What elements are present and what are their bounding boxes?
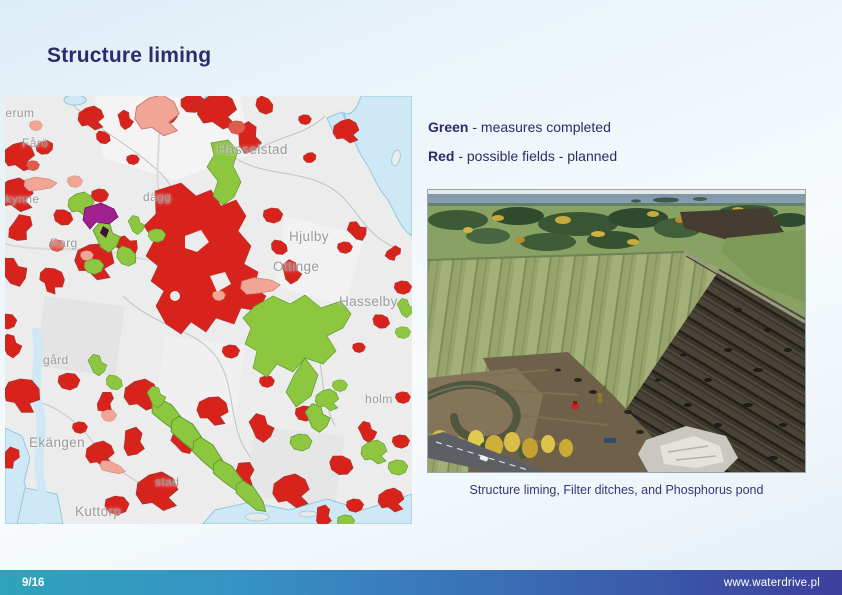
legend-row-red: Red - possible fields - planned bbox=[428, 147, 617, 165]
photo-equipment bbox=[604, 438, 616, 443]
fields-map: verum Fårö Skynne dägg Hässelstad Rarg H… bbox=[5, 96, 412, 524]
legend-term-green: Green bbox=[428, 119, 469, 135]
legend-description-green: - measures completed bbox=[468, 119, 611, 135]
aerial-photo bbox=[424, 189, 808, 473]
map-place-label: Ottinge bbox=[273, 259, 320, 274]
photo-islands bbox=[428, 197, 805, 207]
legend-term-red: Red bbox=[428, 148, 455, 164]
photo-caption: Structure liming, Filter ditches, and Ph… bbox=[469, 483, 764, 497]
map-place-label: Kuttorp bbox=[75, 504, 122, 519]
photo-car bbox=[479, 455, 489, 462]
legend-description-red: - possible fields - planned bbox=[454, 148, 618, 164]
slide-title: Structure liming bbox=[47, 44, 212, 67]
website-link[interactable]: www.waterdrive.pl bbox=[723, 576, 820, 589]
legend-row-green: Green - measures completed bbox=[428, 118, 617, 136]
photo-machinery bbox=[571, 385, 616, 443]
map-place-label: Hjulby bbox=[289, 229, 329, 244]
footer-bar: 9/16 www.waterdrive.pl bbox=[0, 570, 842, 595]
map-place-label: Fårö bbox=[22, 136, 49, 150]
map-field-gaps bbox=[170, 230, 231, 301]
map-place-label: holm bbox=[365, 392, 393, 406]
photo-field-track bbox=[427, 251, 685, 261]
map-place-label: Skynne bbox=[5, 192, 40, 206]
photo-dike-ditch bbox=[685, 255, 806, 327]
photo-tractor bbox=[571, 404, 579, 409]
photo-soil-mounds bbox=[655, 308, 792, 460]
aerial-photo-graphic bbox=[424, 190, 808, 472]
map-legend: Green - measures completed Red - possibl… bbox=[428, 118, 617, 176]
map-place-label: gård bbox=[43, 353, 69, 367]
map-place-label: Hässelstad bbox=[217, 142, 288, 157]
map-place-label: Rarg bbox=[50, 236, 78, 250]
page-number: 9/16 bbox=[22, 576, 45, 589]
photo-plowed-patch bbox=[680, 208, 784, 240]
map-river bbox=[31, 327, 47, 524]
photo-dike bbox=[683, 250, 806, 324]
map-place-label: stad bbox=[155, 475, 180, 489]
map-place-label: Hasselby bbox=[339, 294, 398, 309]
map-place-label: Ekängen bbox=[29, 435, 86, 450]
photo-lime-patch bbox=[638, 426, 738, 472]
photo-sky bbox=[428, 190, 805, 194]
photo-filter-ditch-field bbox=[584, 269, 805, 472]
map-completed-fields-layer bbox=[67, 139, 412, 524]
photo-excavator bbox=[598, 393, 602, 403]
photo-right-field bbox=[721, 230, 805, 302]
map-graphic bbox=[5, 96, 412, 524]
photo-road bbox=[428, 432, 546, 472]
map-special-field bbox=[82, 202, 119, 238]
map-place-label: dägg bbox=[143, 190, 172, 204]
map-place-label: verum bbox=[5, 106, 35, 120]
